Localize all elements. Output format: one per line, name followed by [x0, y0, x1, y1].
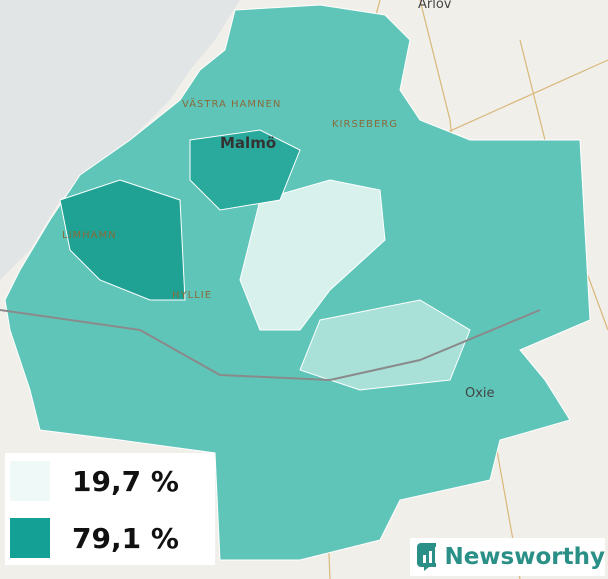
place-label: Malmö [220, 134, 276, 152]
legend-swatch [10, 461, 50, 501]
legend-swatch [10, 518, 50, 558]
place-label: KIRSEBERG [332, 119, 398, 130]
brand-logo: Newsworthy [410, 538, 605, 576]
legend-item: 19,7 % [10, 461, 179, 501]
brand-icon [417, 543, 437, 571]
district-light [299, 299, 471, 391]
district-dark [59, 179, 186, 301]
legend-label: 19,7 % [72, 464, 179, 498]
legend-label: 79,1 % [72, 521, 179, 555]
legend-item: 79,1 % [10, 518, 179, 558]
place-label: LIMHAMN [62, 230, 117, 241]
place-label: VÄSTRA HAMNEN [182, 97, 281, 110]
brand-name: Newsworthy [444, 544, 605, 570]
sea [0, 0, 240, 280]
district-light [239, 179, 386, 331]
place-label: Arlöv [418, 0, 452, 12]
railway [0, 309, 541, 382]
place-label: Oxie [465, 386, 495, 401]
legend: 19,7 % 79,1 % [5, 453, 215, 565]
place-label: HYLLIE [172, 290, 212, 301]
district-dark [189, 129, 301, 211]
